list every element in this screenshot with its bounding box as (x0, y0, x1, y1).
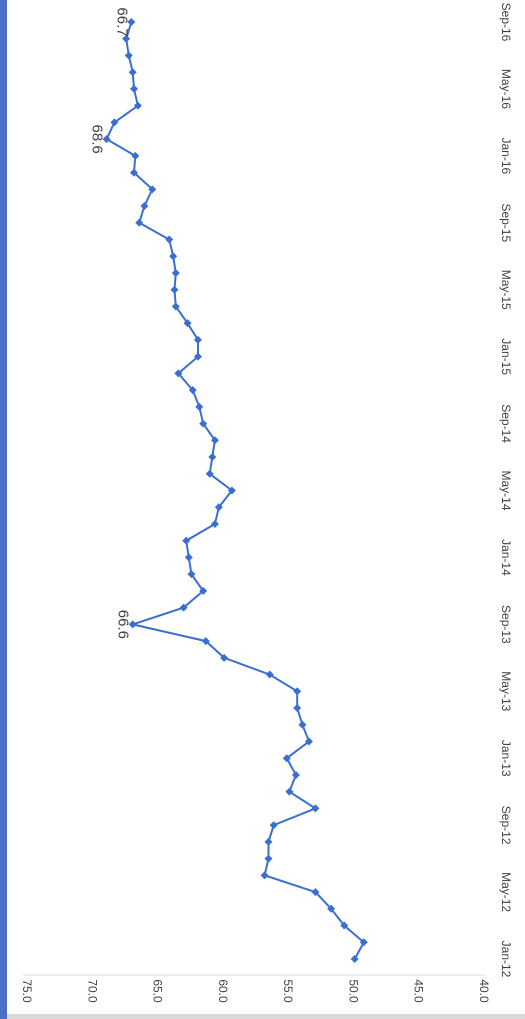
x-tick-label: Sep-13 (499, 605, 513, 644)
data-point (298, 720, 307, 729)
data-point (131, 151, 140, 160)
data-label: 66.7 (113, 7, 130, 36)
data-point (311, 888, 320, 897)
x-tick-label: Sep-16 (499, 3, 513, 42)
x-tick-label: May-16 (499, 69, 513, 109)
data-point (199, 419, 208, 428)
data-point (135, 218, 144, 227)
data-point (171, 268, 180, 277)
data-point (214, 503, 223, 512)
data-point (293, 704, 302, 713)
data-point (165, 235, 174, 244)
x-tick-label: May-13 (499, 671, 513, 711)
data-point (264, 837, 273, 846)
data-point (193, 352, 202, 361)
x-tick-label: Jan-15 (499, 338, 513, 375)
y-tick-label: 50.0 (346, 979, 360, 1003)
data-point (183, 319, 192, 328)
data-point (227, 486, 236, 495)
data-point (110, 118, 119, 127)
data-point (205, 469, 214, 478)
x-tick-label: Sep-15 (499, 203, 513, 242)
x-tick-label: Sep-12 (499, 806, 513, 845)
data-point (264, 854, 273, 863)
data-point (285, 787, 294, 796)
data-point (359, 938, 368, 947)
data-point (188, 386, 197, 395)
y-axis-tick-labels: 40.0 45.0 50.0 55.0 60.0 65.0 70.0 75.0 (20, 979, 491, 1003)
data-point (260, 871, 269, 880)
data-point (210, 519, 219, 528)
data-point (129, 84, 138, 93)
data-point (195, 402, 204, 411)
data-point (193, 335, 202, 344)
data-point (128, 620, 137, 629)
data-point (170, 285, 179, 294)
bottom-border (7, 1014, 525, 1019)
x-tick-label: Jan-16 (499, 138, 513, 175)
left-border (0, 0, 7, 1019)
data-point (179, 603, 188, 612)
y-tick-label: 55.0 (281, 979, 295, 1003)
data-point (129, 168, 138, 177)
data-point (182, 536, 191, 545)
data-point (187, 570, 196, 579)
y-tick-label: 75.0 (20, 979, 34, 1003)
data-point (220, 653, 229, 662)
data-point (133, 101, 142, 110)
data-point (184, 553, 193, 562)
data-point (350, 955, 359, 963)
data-point (269, 821, 278, 830)
data-point (311, 804, 320, 813)
x-tick-label: Jan-14 (499, 539, 513, 576)
data-point (128, 68, 137, 77)
x-tick-label: May-14 (499, 470, 513, 510)
x-axis-tick-labels: Jan-12 May-12 Sep-12 Jan-13 May-13 Sep-13 Jan-… (499, 3, 513, 978)
x-tick-label: Jan-13 (499, 740, 513, 777)
y-tick-label: 60.0 (216, 979, 230, 1003)
data-point (293, 687, 302, 696)
y-tick-label: 70.0 (85, 979, 99, 1003)
x-tick-label: Sep-14 (499, 404, 513, 443)
data-point (122, 34, 131, 43)
data-label: 66.6 (115, 610, 132, 639)
data-point (171, 302, 180, 311)
data-point (327, 904, 336, 913)
data-point (208, 453, 217, 462)
data-point (148, 185, 157, 194)
data-point (169, 252, 178, 261)
data-point (201, 637, 210, 646)
data-point (340, 921, 349, 930)
data-point (282, 754, 291, 763)
y-tick-label: 40.0 (477, 979, 491, 1003)
data-point (304, 737, 313, 746)
y-tick-label: 65.0 (151, 979, 165, 1003)
x-tick-label: Jan-12 (499, 941, 513, 978)
x-tick-label: May-12 (499, 872, 513, 912)
data-point (140, 202, 149, 211)
x-tick-label: May-15 (499, 270, 513, 310)
data-markers (102, 18, 368, 963)
data-point (210, 436, 219, 445)
data-label: 68.6 (89, 125, 106, 154)
data-point (199, 586, 208, 595)
data-point (127, 18, 136, 26)
data-point (102, 135, 111, 144)
data-point (291, 770, 300, 779)
data-point (124, 51, 133, 60)
y-tick-label: 45.0 (412, 979, 426, 1003)
data-labels: 66.6 68.6 66.7 (89, 7, 132, 639)
data-point (265, 670, 274, 679)
data-point (174, 369, 183, 378)
